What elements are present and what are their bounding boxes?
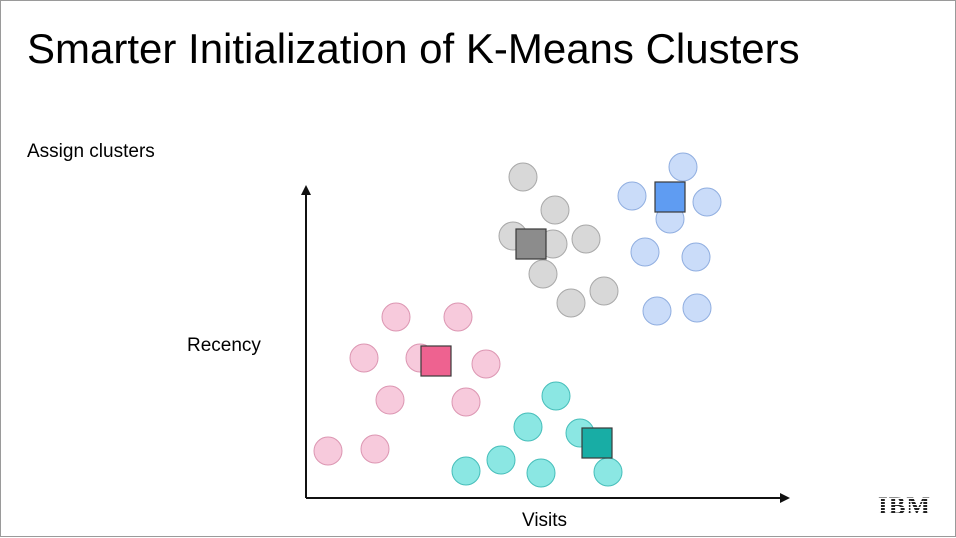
teal-data-point: [486, 445, 516, 475]
blue-centroid: [654, 181, 686, 213]
gray-data-point: [540, 195, 570, 225]
pink-data-point: [313, 436, 343, 466]
ibm-logo-icon: IBM: [878, 493, 931, 517]
slide-title: Smarter Initialization of K-Means Cluste…: [27, 25, 800, 72]
pink-data-point: [451, 387, 481, 417]
pink-data-point: [443, 302, 473, 332]
cluster-marks: [313, 152, 722, 488]
y-axis-label: Recency: [187, 335, 261, 356]
gray-data-point: [528, 259, 558, 289]
blue-data-point: [617, 181, 647, 211]
gray-data-point: [571, 224, 601, 254]
teal-data-point: [593, 457, 623, 487]
teal-data-point: [541, 381, 571, 411]
pink-data-point: [381, 302, 411, 332]
pink-data-point: [471, 349, 501, 379]
teal-centroid: [581, 427, 613, 459]
teal-data-point: [526, 458, 556, 488]
blue-data-point: [682, 293, 712, 323]
slide-subtitle: Assign clusters: [27, 141, 155, 162]
teal-data-point: [451, 456, 481, 486]
pink-centroid: [420, 345, 452, 377]
blue-data-point: [681, 242, 711, 272]
blue-data-point: [668, 152, 698, 182]
blue-data-point: [630, 237, 660, 267]
svg-text:IBM: IBM: [878, 493, 931, 517]
pink-data-point: [375, 385, 405, 415]
gray-data-point: [556, 288, 586, 318]
gray-data-point: [508, 162, 538, 192]
pink-data-point: [349, 343, 379, 373]
blue-data-point: [692, 187, 722, 217]
pink-data-point: [360, 434, 390, 464]
blue-data-point: [642, 296, 672, 326]
teal-data-point: [513, 412, 543, 442]
x-axis-label: Visits: [522, 510, 568, 531]
gray-centroid: [515, 228, 547, 260]
gray-data-point: [589, 276, 619, 306]
